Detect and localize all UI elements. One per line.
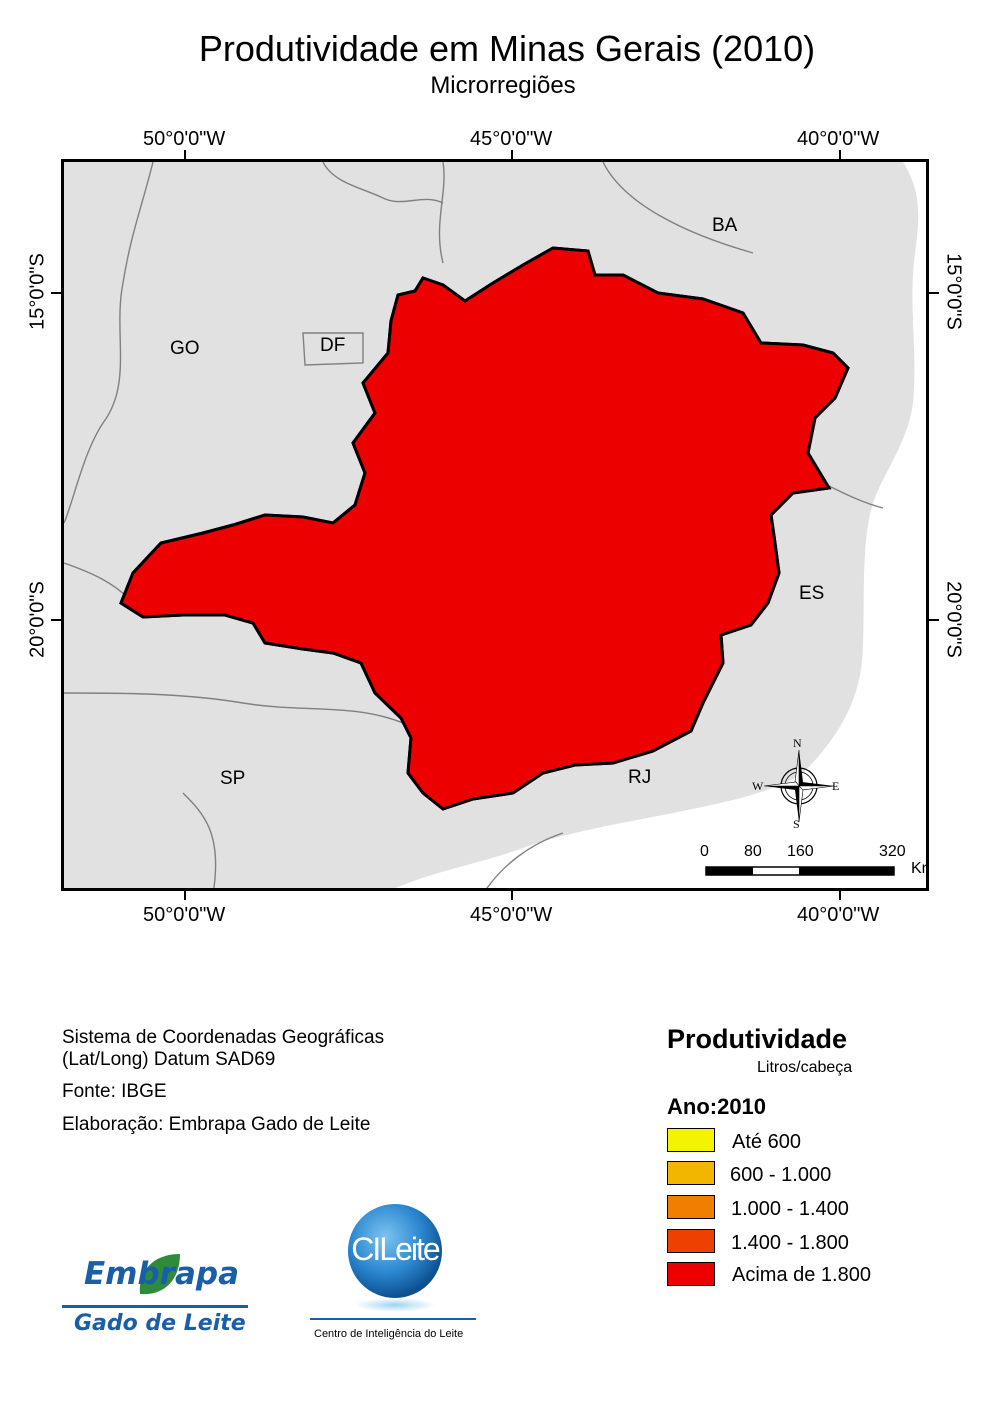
- coordinate-ticks: [51, 150, 939, 900]
- map-frame[interactable]: BA GO DF ES SP RJ N S E W 0 80 160 320 K…: [61, 159, 929, 891]
- info-crs-line1: Sistema de Coordenadas Geográficas: [62, 1027, 385, 1048]
- legend-label-1000-1400: 1.000 - 1.400: [731, 1198, 849, 1220]
- scale-unit: Km: [911, 860, 926, 877]
- legend-swatch-600-1000: [667, 1161, 715, 1185]
- info-source: Fonte: IBGE: [62, 1081, 167, 1102]
- scale-bar: [705, 866, 895, 876]
- cileite-globe-icon: [348, 1204, 442, 1312]
- bottom-coord-50w: 50°0'0"W: [143, 904, 226, 926]
- legend-label-ate-600: Até 600: [732, 1131, 801, 1153]
- legend-label-1400-1800: 1.400 - 1.800: [731, 1232, 849, 1254]
- scale-label-160: 160: [787, 843, 814, 860]
- compass-icon: [763, 749, 835, 823]
- embrapa-leaf-icon: [139, 1254, 180, 1295]
- scale-label-320: 320: [879, 843, 906, 860]
- scale-label-80: 80: [744, 843, 762, 860]
- ocean: [395, 162, 926, 888]
- cileite-name: CILeite: [351, 1231, 440, 1267]
- compass-e-label: E: [832, 779, 840, 793]
- cileite-caption: Centro de Inteligência do Leite: [314, 1328, 464, 1340]
- legend-year: Ano:2010: [667, 1094, 767, 1119]
- embrapa-logo[interactable]: Embrapa Gado de Leite: [62, 1250, 250, 1340]
- compass-rose: [754, 740, 844, 830]
- legend-label-acima-1800: Acima de 1.800: [732, 1264, 871, 1286]
- legend-swatch-ate-600: [667, 1128, 715, 1152]
- bottom-coord-45w: 45°0'0"W: [470, 904, 553, 926]
- cileite-logo[interactable]: CILeite Centro de Inteligência do Leite: [310, 1203, 480, 1353]
- state-label-es: ES: [799, 583, 825, 604]
- state-label-sp: SP: [220, 768, 246, 789]
- top-coord-50w: 50°0'0"W: [143, 128, 226, 150]
- compass-w-label: W: [752, 779, 764, 793]
- top-coord-40w: 40°0'0"W: [797, 128, 880, 150]
- embrapa-divider: [62, 1305, 248, 1308]
- state-label-df: DF: [320, 335, 346, 356]
- legend-swatch-acima-1800: [667, 1262, 715, 1286]
- compass-s-label: S: [793, 817, 800, 831]
- legend-title: Produtividade: [667, 1024, 848, 1054]
- legend-swatch-1400-1800: [667, 1229, 715, 1253]
- legend-unit: Litros/cabeça: [757, 1059, 853, 1076]
- map-canvas: [64, 162, 926, 888]
- map-title: Produtividade em Minas Gerais (2010): [198, 28, 816, 69]
- info-crs-line2: (Lat/Long) Datum SAD69: [62, 1049, 276, 1070]
- bottom-coord-40w: 40°0'0"W: [797, 904, 880, 926]
- map-subtitle: Microrregiões: [430, 72, 576, 99]
- scale-label-0: 0: [700, 843, 709, 860]
- legend-label-600-1000: 600 - 1.000: [730, 1164, 832, 1186]
- state-label-rj: RJ: [628, 767, 652, 788]
- compass-n-label: N: [793, 736, 802, 750]
- cileite-divider: [310, 1318, 476, 1320]
- embrapa-name: Embrapa: [84, 1256, 239, 1292]
- info-credit: Elaboração: Embrapa Gado de Leite: [62, 1114, 371, 1135]
- embrapa-unit: Gado de Leite: [74, 1311, 246, 1336]
- state-label-go: GO: [170, 338, 200, 359]
- state-label-ba: BA: [712, 215, 738, 236]
- legend-swatch-1000-1400: [667, 1195, 715, 1219]
- top-coord-45w: 45°0'0"W: [470, 128, 553, 150]
